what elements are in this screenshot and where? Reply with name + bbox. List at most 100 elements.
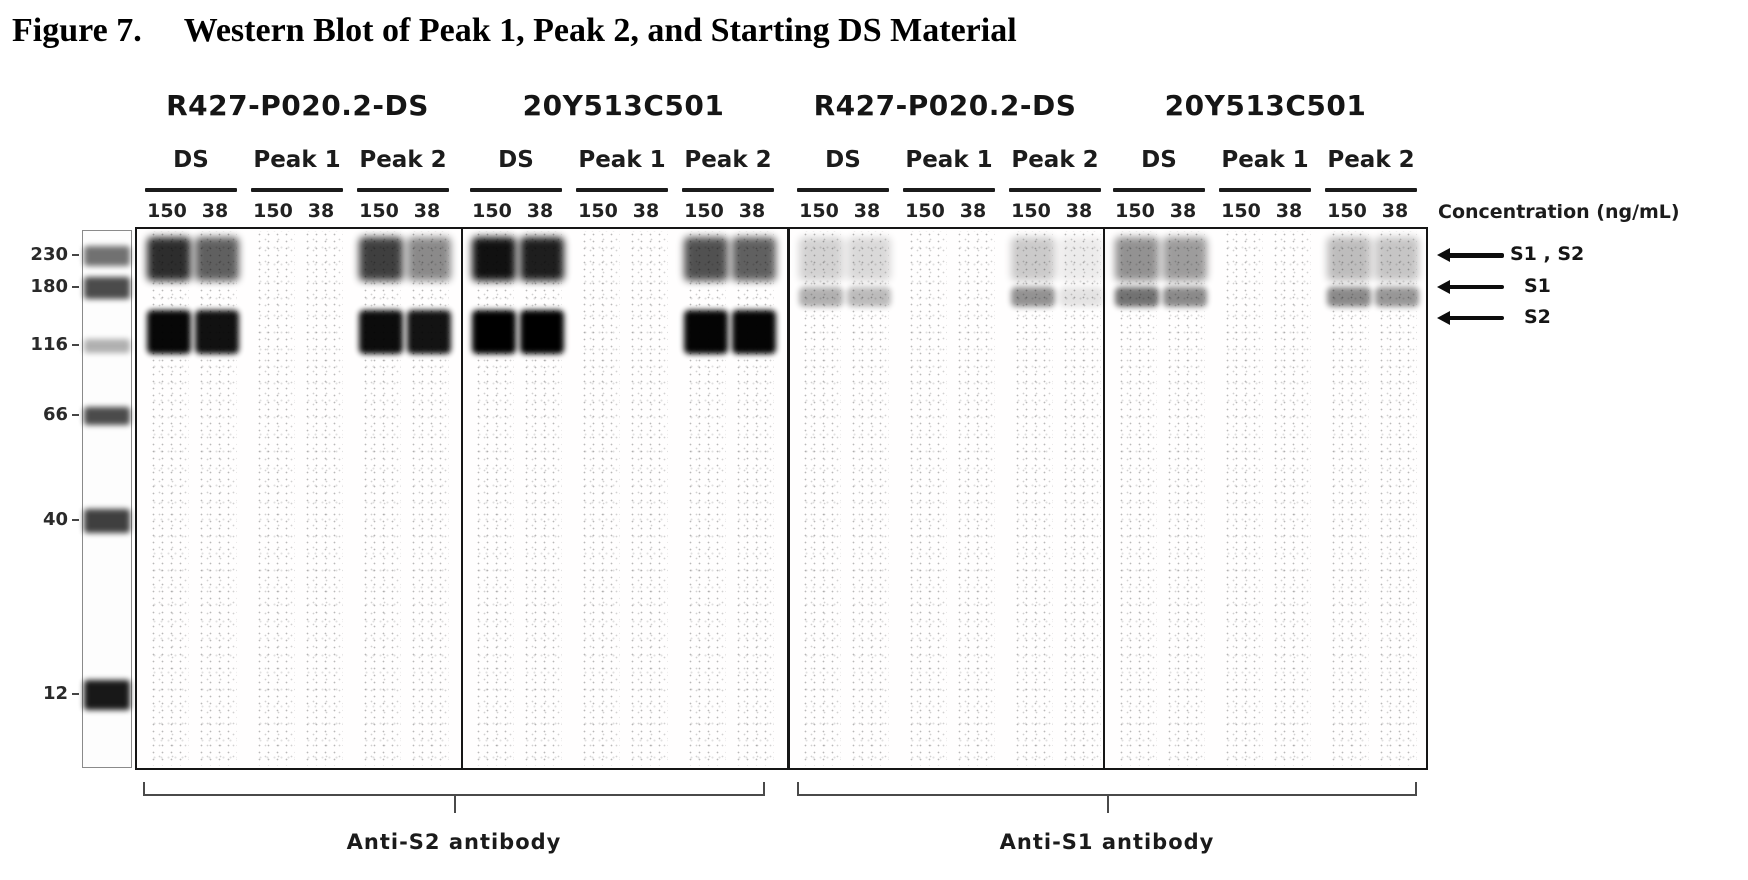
band-s1s2 bbox=[684, 237, 728, 281]
blot-lane bbox=[580, 231, 620, 766]
legend-arrow-line bbox=[1448, 285, 1504, 289]
subgroup-label: Peak 2 bbox=[1327, 147, 1415, 173]
blot-section-divider bbox=[787, 229, 790, 768]
band-s1s2 bbox=[1115, 237, 1159, 281]
band-s2 bbox=[472, 310, 516, 354]
lane-concentration-label: 38 bbox=[1275, 200, 1303, 222]
band-s1 bbox=[1059, 287, 1103, 307]
band-s1 bbox=[1115, 287, 1159, 307]
subgroup-label: Peak 2 bbox=[684, 147, 772, 173]
blot-lane bbox=[955, 231, 995, 766]
bracket-end-hook bbox=[797, 782, 799, 795]
blot-lane bbox=[472, 231, 516, 766]
antibody-label: Anti-S1 antibody bbox=[999, 830, 1215, 854]
lane-concentration-label: 150 bbox=[1011, 200, 1051, 222]
blot-membrane bbox=[135, 227, 1428, 770]
band-s1s2 bbox=[147, 237, 191, 281]
lane-concentration-label: 150 bbox=[1327, 200, 1367, 222]
lane-concentration-label: 150 bbox=[799, 200, 839, 222]
lane-concentration-label: 150 bbox=[1221, 200, 1261, 222]
subgroup-label: Peak 1 bbox=[578, 147, 666, 173]
blot-lane bbox=[520, 231, 564, 766]
ladder-tick-mark bbox=[72, 344, 79, 346]
subgroup-label: Peak 2 bbox=[1011, 147, 1099, 173]
ladder-band-230 bbox=[84, 246, 130, 266]
legend-band-label: S2 bbox=[1524, 306, 1551, 328]
band-s2 bbox=[407, 310, 451, 354]
lane-concentration-label: 38 bbox=[1381, 200, 1409, 222]
blot-lane bbox=[407, 231, 451, 766]
band-s1s2 bbox=[732, 237, 776, 281]
band-s2 bbox=[359, 310, 403, 354]
subgroup-underline bbox=[251, 188, 343, 192]
ladder-tick-mark bbox=[72, 254, 79, 256]
band-s2 bbox=[732, 310, 776, 354]
sample-group-header: 20Y513C501 bbox=[1164, 89, 1367, 122]
figure-caption: Western Blot of Peak 1, Peak 2, and Star… bbox=[183, 12, 1017, 49]
lane-concentration-label: 150 bbox=[684, 200, 724, 222]
band-s1 bbox=[799, 287, 843, 307]
lane-concentration-label: 150 bbox=[1115, 200, 1155, 222]
bracket-horizontal bbox=[143, 794, 765, 796]
concentration-units-label: Concentration (ng/mL) bbox=[1438, 201, 1680, 223]
band-s1s2 bbox=[847, 237, 891, 281]
blot-lane bbox=[1375, 231, 1419, 766]
ladder-marker-label: 40 bbox=[42, 509, 68, 530]
sample-group-header: 20Y513C501 bbox=[522, 89, 725, 122]
band-s1 bbox=[1163, 287, 1207, 307]
subgroup-underline bbox=[1325, 188, 1417, 192]
molecular-weight-ladder-lane bbox=[82, 230, 132, 768]
sample-group-header: R427-P020.2-DS bbox=[813, 89, 1077, 122]
blot-lane bbox=[1163, 231, 1207, 766]
lane-concentration-label: 150 bbox=[359, 200, 399, 222]
ladder-band-66 bbox=[84, 407, 130, 425]
blot-section-anti-s2-0 bbox=[137, 229, 462, 768]
band-s1s2 bbox=[195, 237, 239, 281]
legend-band-label: S1 bbox=[1524, 275, 1551, 297]
ladder-tick-mark bbox=[72, 286, 79, 288]
subgroup-underline bbox=[1113, 188, 1205, 192]
band-s1s2 bbox=[1059, 237, 1103, 281]
blot-lane bbox=[684, 231, 728, 766]
ladder-marker-label: 66 bbox=[42, 404, 68, 425]
band-s1s2 bbox=[359, 237, 403, 281]
ladder-marker-label: 116 bbox=[30, 334, 68, 355]
blot-lane bbox=[1115, 231, 1159, 766]
band-s2 bbox=[520, 310, 564, 354]
lane-concentration-label: 38 bbox=[1065, 200, 1093, 222]
subgroup-label: Peak 1 bbox=[253, 147, 341, 173]
band-s1 bbox=[1327, 287, 1371, 307]
legend-arrowhead-icon bbox=[1437, 280, 1450, 294]
blot-lane bbox=[1223, 231, 1263, 766]
ladder-band-180 bbox=[84, 277, 130, 299]
subgroup-label: DS bbox=[498, 147, 534, 173]
lane-concentration-label: 150 bbox=[472, 200, 512, 222]
band-s1s2 bbox=[1163, 237, 1207, 281]
lane-concentration-label: 38 bbox=[632, 200, 660, 222]
ladder-marker-label: 12 bbox=[42, 683, 68, 704]
blot-lane bbox=[1011, 231, 1055, 766]
ladder-band-12 bbox=[84, 680, 130, 710]
band-s2 bbox=[147, 310, 191, 354]
lane-concentration-label: 150 bbox=[147, 200, 187, 222]
band-s2 bbox=[195, 310, 239, 354]
lane-concentration-label: 38 bbox=[413, 200, 441, 222]
subgroup-underline bbox=[682, 188, 774, 192]
legend-arrow-line bbox=[1448, 252, 1504, 258]
blot-section-anti-s1-2 bbox=[789, 229, 1105, 768]
blot-lane bbox=[303, 231, 343, 766]
blot-lane bbox=[799, 231, 843, 766]
blot-lane bbox=[147, 231, 191, 766]
lane-concentration-label: 38 bbox=[1169, 200, 1197, 222]
blot-lane bbox=[359, 231, 403, 766]
subgroup-underline bbox=[357, 188, 449, 192]
bracket-center-tick bbox=[454, 796, 456, 813]
ladder-tick-mark bbox=[72, 414, 79, 416]
band-s1 bbox=[847, 287, 891, 307]
blot-lane bbox=[1059, 231, 1103, 766]
ladder-band-116 bbox=[84, 339, 130, 353]
lane-concentration-label: 150 bbox=[578, 200, 618, 222]
subgroup-label: Peak 1 bbox=[905, 147, 993, 173]
bracket-end-hook bbox=[143, 782, 145, 795]
